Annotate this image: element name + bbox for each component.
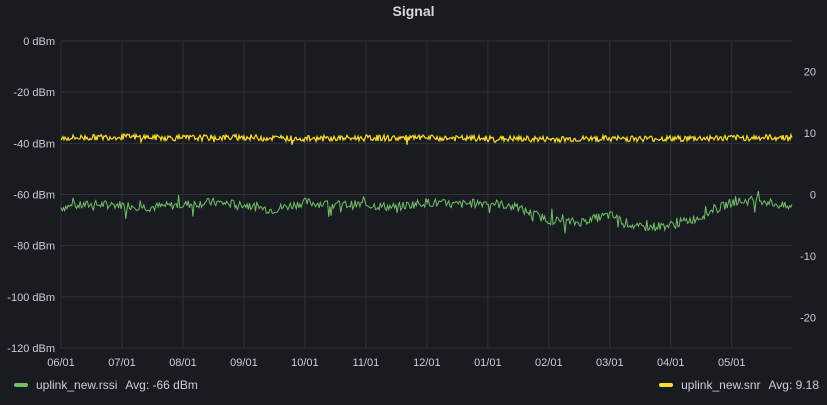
x-tick-label: 04/01	[657, 357, 685, 369]
series-layer	[60, 132, 793, 234]
x-tick-label: 01/01	[474, 357, 502, 369]
y-right-tick-label: -20	[800, 312, 816, 324]
legend-label-rssi: uplink_new.rssi	[36, 378, 118, 392]
y-left-tick-label: -40 dBm	[13, 138, 55, 150]
legend-label-snr: uplink_new.snr	[681, 378, 761, 392]
panel-title: Signal	[392, 3, 435, 19]
x-tick-label: 11/01	[353, 357, 380, 369]
axes: 0 dBm -20 dBm -40 dBm -60 dBm -80 dBm -100 dB…	[7, 36, 816, 369]
series-line-snr[interactable]	[60, 132, 793, 145]
x-tick-label: 12/01	[413, 357, 441, 369]
y-right-tick-label: 20	[804, 67, 816, 79]
y-left-tick-label: -100 dBm	[7, 292, 55, 304]
legend-stat-snr: Avg: 9.18	[768, 378, 819, 392]
x-tick-label: 05/01	[718, 357, 746, 369]
series-line-rssi[interactable]	[60, 190, 793, 234]
legend-swatch-snr	[659, 383, 674, 387]
x-tick-label: 09/01	[230, 357, 258, 369]
x-tick-label: 03/01	[596, 357, 624, 369]
x-tick-label: 07/01	[108, 357, 136, 369]
y-left-tick-label: -80 dBm	[13, 241, 55, 253]
y-left-tick-label: 0 dBm	[23, 36, 55, 48]
legend-stat-rssi: Avg: -66 dBm	[125, 378, 198, 392]
y-left-tick-label: -20 dBm	[13, 87, 55, 99]
y-right-tick-label: 0	[810, 190, 816, 202]
y-left-tick-label: -120 dBm	[7, 343, 55, 355]
y-left-tick-label: -60 dBm	[13, 190, 55, 202]
x-tick-label: 08/01	[169, 357, 197, 369]
legend-item-snr[interactable]: uplink_new.snr Avg: 9.18	[659, 378, 819, 392]
legend-item-rssi[interactable]: uplink_new.rssi Avg: -66 dBm	[14, 378, 198, 392]
grid	[60, 40, 792, 349]
x-tick-label: 06/01	[47, 357, 75, 369]
x-tick-label: 10/01	[291, 357, 319, 369]
x-tick-label: 02/01	[535, 357, 563, 369]
y-right-tick-label: 10	[804, 128, 816, 140]
legend-swatch-rssi	[14, 383, 28, 387]
y-right-tick-label: -10	[800, 251, 816, 263]
